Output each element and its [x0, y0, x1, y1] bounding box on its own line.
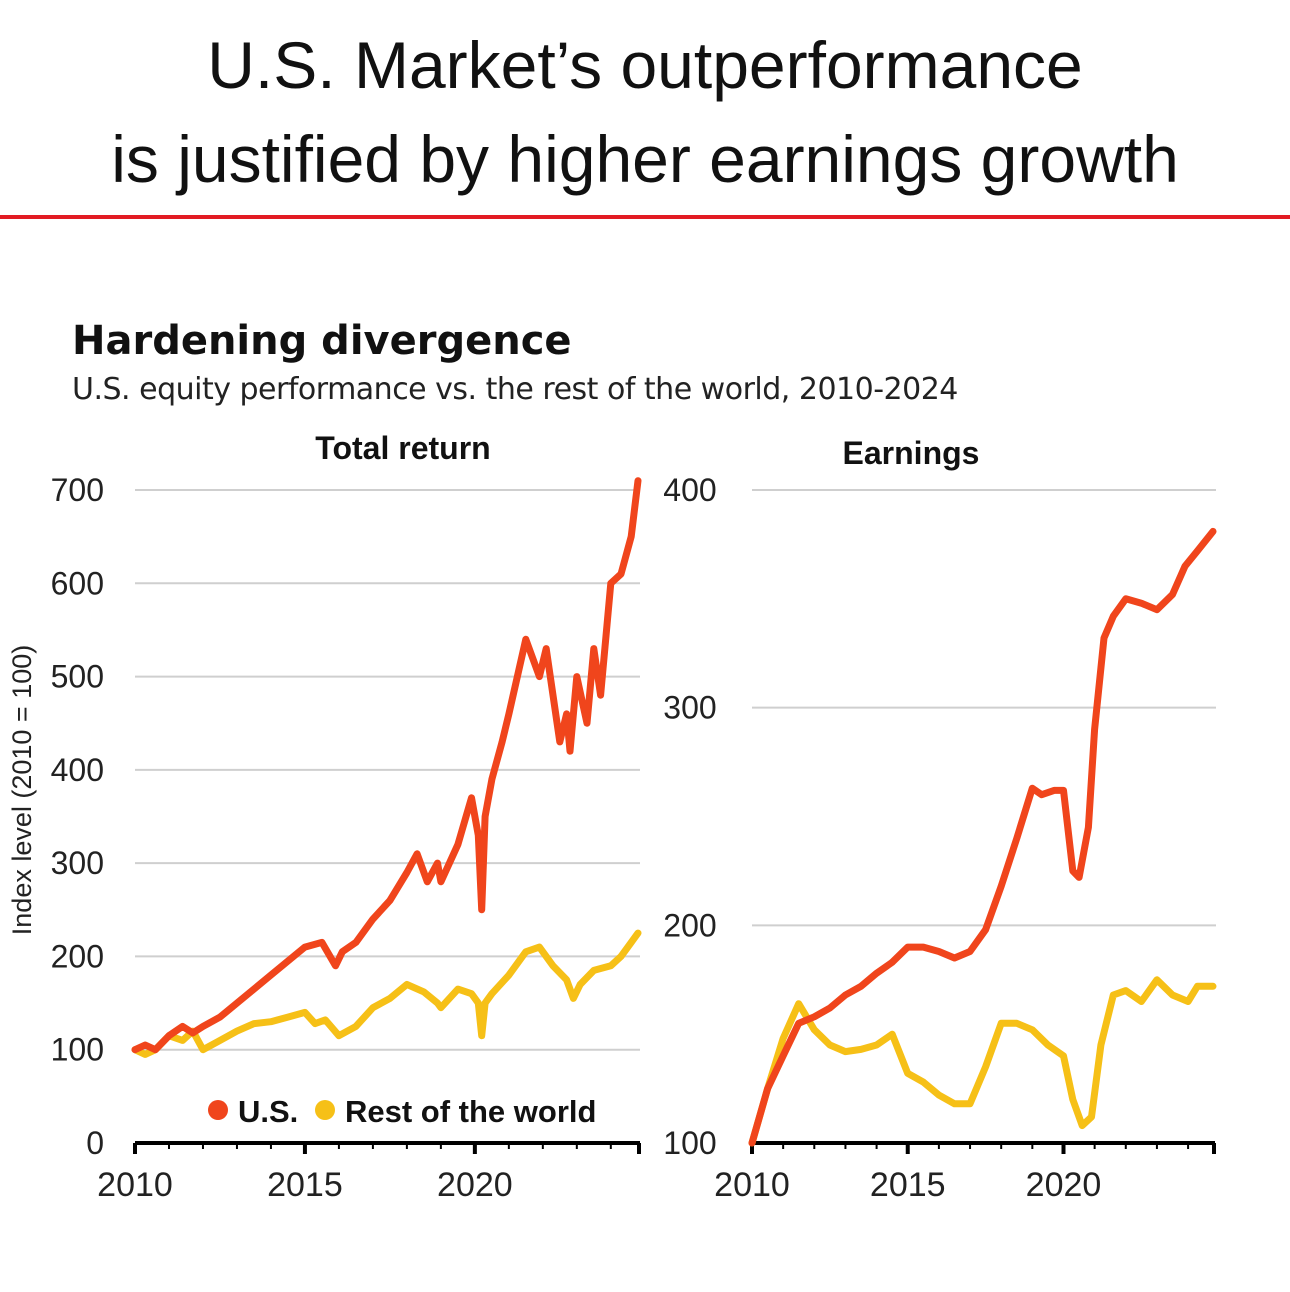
earnings-series-rest-of-world-line [748, 976, 1217, 1147]
total-return-x-tick-label: 2010 [97, 1166, 173, 1204]
earnings-x-tick-label: 2010 [714, 1166, 790, 1204]
total-return-series-rest-of-world-line [131, 929, 642, 1058]
total-return-y-tick-label: 300 [51, 845, 104, 881]
total-return-y-tick-label: 100 [51, 1032, 104, 1068]
earnings-y-tick-label: 100 [663, 1125, 716, 1161]
total-return-y-tick-label: 600 [51, 565, 104, 601]
total-return-y-tick-label: 400 [51, 752, 104, 788]
total-return-panel: Total return 0 100 200 300 400 500 600 700 2010 20… [7, 430, 642, 1204]
total-return-x-tick-label: 2020 [437, 1166, 513, 1204]
earnings-y-tick-label: 300 [663, 690, 716, 726]
y-axis-label: Index level (2010 = 100) [7, 645, 37, 935]
chart-subtitle: U.S. equity performance vs. the rest of … [72, 372, 958, 407]
total-return-y-tick-label: 500 [51, 659, 104, 695]
legend-label-us: U.S. [238, 1094, 298, 1129]
earnings-series-us-line [748, 527, 1217, 1147]
earnings-x-tick-label: 2020 [1026, 1166, 1102, 1204]
earnings-y-tick-label: 200 [663, 907, 716, 943]
total-return-series-us-line [131, 477, 642, 1054]
total-return-y-tick-label: 200 [51, 938, 104, 974]
legend: U.S. Rest of the world [208, 1094, 596, 1129]
earnings-x-tick-label: 2015 [870, 1166, 946, 1204]
chart-title: Hardening divergence [72, 318, 572, 364]
headline-line-1: U.S. Market’s outperformance [207, 28, 1083, 102]
legend-label-rest-of-world: Rest of the world [345, 1094, 596, 1129]
earnings-y-tick-label: 400 [663, 472, 716, 508]
headline-divider [0, 215, 1290, 219]
headline: U.S. Market’s outperformance is justifie… [0, 18, 1290, 206]
legend-swatch-rest-of-world [315, 1100, 335, 1120]
total-return-y-tick-label: 700 [51, 472, 104, 508]
total-return-panel-title: Total return [315, 430, 490, 466]
total-return-y-tick-label: 0 [86, 1125, 104, 1161]
earnings-panel-title: Earnings [843, 435, 980, 471]
total-return-x-tick-label: 2015 [267, 1166, 343, 1204]
headline-line-2: is justified by higher earnings growth [111, 122, 1179, 196]
earnings-panel: Earnings 100 200 300 400 2010 2015 2020 [663, 435, 1217, 1204]
legend-swatch-us [208, 1100, 228, 1120]
